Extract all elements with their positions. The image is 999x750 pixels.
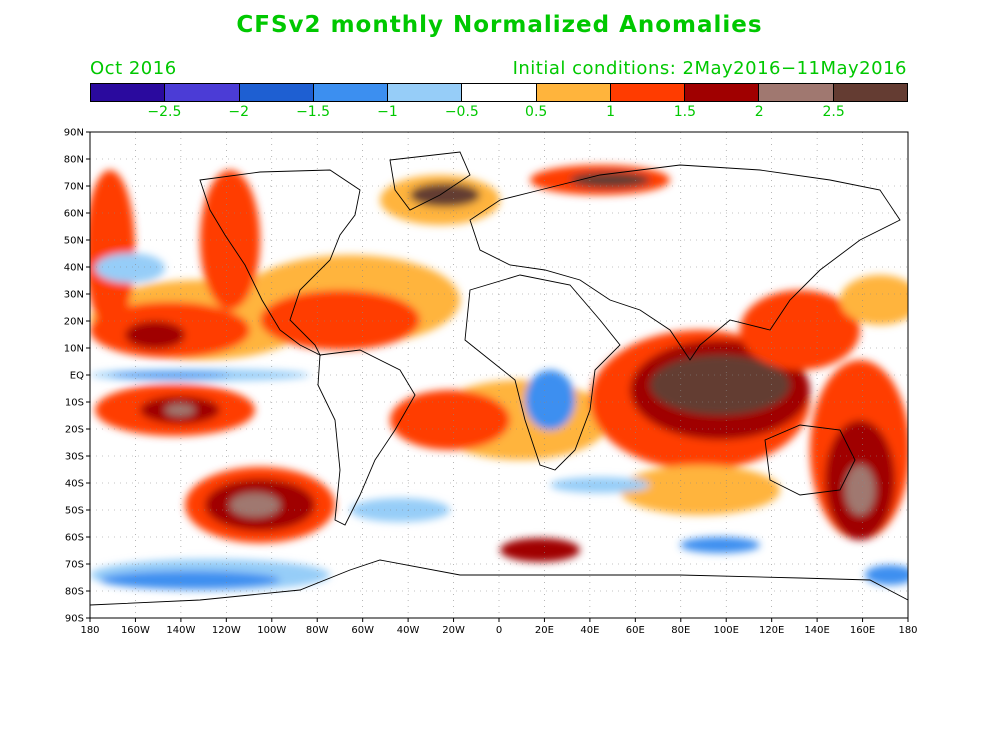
colorbar-swatch <box>313 84 389 101</box>
latitude-label: 10N <box>64 344 84 355</box>
colorbar-label: −1 <box>377 104 398 120</box>
colorbar-label: −2.5 <box>147 104 182 120</box>
longitude-label: 140W <box>166 625 195 636</box>
latitude-label: 60N <box>64 209 84 220</box>
latitude-label: 20N <box>64 317 84 328</box>
longitude-label: 40E <box>580 625 599 636</box>
initial-conditions: Initial conditions: 2May2016−11May2016 <box>512 58 907 79</box>
longitude-label: 40W <box>397 625 420 636</box>
longitude-label: 20W <box>442 625 465 636</box>
latitude-label: 80N <box>64 155 84 166</box>
colorbar-swatch <box>685 84 760 101</box>
longitude-label: 0 <box>496 625 502 636</box>
longitude-label: 120W <box>212 625 241 636</box>
coastlines <box>90 151 908 606</box>
longitude-label: 160W <box>121 625 150 636</box>
latitude-label: 40S <box>65 479 84 490</box>
colorbar-swatch <box>833 84 907 101</box>
latitude-label: 90N <box>64 128 84 139</box>
latitude-label: 50S <box>65 506 84 517</box>
forecast-month: Oct 2016 <box>90 58 177 79</box>
map-title: CFSv2 monthly Normalized Anomalies <box>236 12 763 38</box>
latitude-label: 90S <box>65 614 84 625</box>
colorbar-label: −2 <box>228 104 250 120</box>
longitude-label: 80E <box>671 625 690 636</box>
colorbar-label: 2.5 <box>822 104 845 120</box>
latitude-label: 40N <box>64 263 84 274</box>
longitude-label: 140E <box>804 625 829 636</box>
colorbar-swatch <box>462 84 537 101</box>
colorbar-label: −1.5 <box>296 104 331 120</box>
colorbar-swatch <box>165 84 240 101</box>
longitude-label: 180 <box>898 625 917 636</box>
colorbar-label: 1 <box>606 104 615 120</box>
latitude-label: 70N <box>64 182 84 193</box>
latitude-label: 70S <box>65 560 84 571</box>
longitude-label: 60W <box>351 625 374 636</box>
longitude-label: 80W <box>306 625 329 636</box>
colorbar-swatch <box>610 84 686 101</box>
colorbar-label: 1.5 <box>673 104 697 120</box>
latitude-label: 80S <box>65 587 84 598</box>
colorbar-swatch <box>759 84 834 101</box>
colorbar-swatch <box>239 84 314 101</box>
anomaly-field <box>90 132 908 618</box>
longitude-label: 160E <box>850 625 875 636</box>
colorbar-swatch <box>91 84 166 101</box>
longitude-label: 180 <box>80 625 99 636</box>
colorbar-swatch <box>388 84 463 101</box>
longitude-label: 120E <box>759 625 784 636</box>
latitude-label: EQ <box>70 371 84 382</box>
colorbar-label: 2 <box>754 104 764 120</box>
colorbar-label: 0.5 <box>525 104 548 120</box>
colorbar <box>90 83 908 102</box>
latitude-label: 50N <box>64 236 84 247</box>
longitude-labels: 180 160W 140W 120W 100W 80W 60W 40W 20W 0 20E 40E 60… <box>80 625 917 636</box>
longitude-label: 100W <box>257 625 286 636</box>
latitude-label: 10S <box>65 398 84 409</box>
latitude-label: 20S <box>65 425 84 436</box>
latitude-label: 30S <box>65 452 84 463</box>
latitude-label: 60S <box>65 533 84 544</box>
latitude-labels: 90N 80N 70N 60N 50N 40N 30N 20N 10N EQ 10S 20S 30S 40… <box>64 128 84 625</box>
colorbar-swatch <box>536 84 611 101</box>
longitude-label: 20E <box>535 625 554 636</box>
colorbar-label: −0.5 <box>444 104 479 120</box>
longitude-label: 60E <box>626 625 645 636</box>
longitude-label: 100E <box>714 625 739 636</box>
latitude-label: 30N <box>64 290 84 301</box>
